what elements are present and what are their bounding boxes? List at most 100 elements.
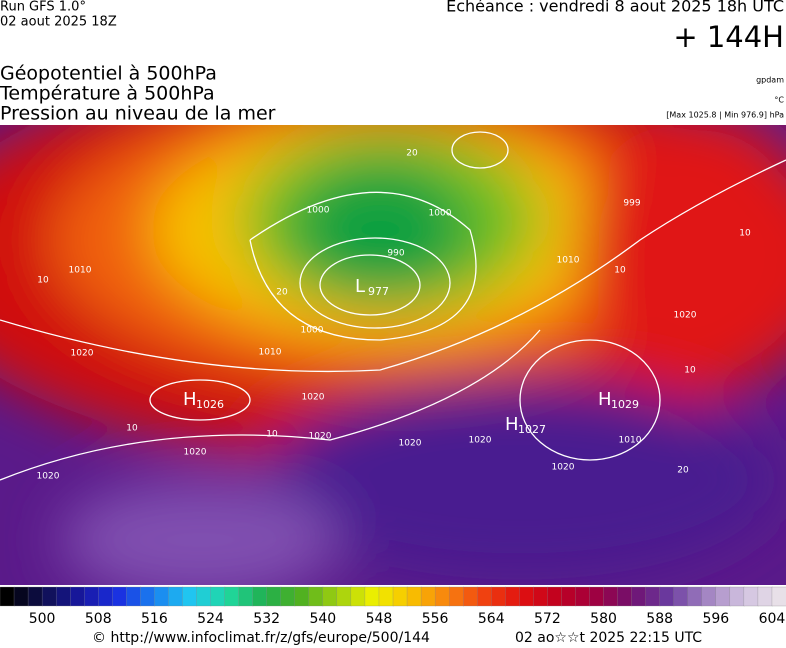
- contour-label: 1010: [557, 256, 580, 266]
- colorbar-cell: [350, 586, 366, 607]
- center-value: 1026: [196, 398, 224, 411]
- colorbar-cell: [294, 586, 310, 607]
- contour-label: 10: [126, 424, 138, 434]
- colorbar-cell: [420, 586, 436, 607]
- colorbar-cell: [84, 586, 99, 607]
- colorbar-label: 588: [646, 611, 673, 627]
- colorbar-cell: [41, 586, 57, 607]
- center-letter: L: [355, 276, 365, 297]
- colorbar-cell: [631, 586, 647, 607]
- colorbar-cell: [13, 586, 29, 607]
- contour-label: 1020: [71, 349, 94, 359]
- colorbar-cell: [406, 586, 422, 607]
- colorbar-cell: [477, 586, 492, 607]
- colorbar-cell: [575, 586, 591, 607]
- contour-label: 1000: [307, 206, 330, 216]
- generated: 02 ao☆☆t 2025 22:15 UTC: [515, 630, 702, 646]
- unit: °C: [774, 96, 784, 105]
- contour-label: 10: [266, 430, 278, 440]
- contour-label: 1010: [619, 436, 642, 446]
- colorbar: 500 508 516 524 532 540 548 556 564 572 580 588 596 6…: [0, 586, 786, 627]
- colorbar-cell: [645, 586, 661, 607]
- colorbar-label: 500: [29, 611, 56, 627]
- colorbar-cell: [603, 586, 619, 607]
- colorbar-cell: [27, 586, 43, 607]
- colorbar-label: 580: [590, 611, 617, 627]
- colorbar-cell: [210, 586, 226, 607]
- colorbar-cell: [589, 586, 605, 607]
- colorbar-cell: [757, 586, 773, 607]
- colorbar-cell: [519, 586, 535, 607]
- colorbar-label: 572: [534, 611, 561, 627]
- contour-label: 1010: [259, 348, 282, 358]
- colorbar-cell: [126, 586, 142, 607]
- colorbar-cell: [252, 586, 268, 607]
- colorbar-cell: [364, 586, 380, 607]
- colorbar-cell: [687, 586, 703, 607]
- colorbar-cell: [505, 586, 520, 607]
- colorbar-label: 524: [197, 611, 224, 627]
- colorbar-cell: [322, 586, 338, 607]
- colorbar-cell: [280, 586, 296, 607]
- colorbar-cell: [673, 586, 689, 607]
- contour-label: 20: [406, 149, 418, 159]
- contour-label: 20: [276, 288, 288, 298]
- colorbar-cell: [561, 586, 577, 607]
- contour-label: 1020: [552, 463, 575, 473]
- unit: [Max 1025.8 | Min 976.9] hPa: [666, 111, 784, 120]
- colorbar-cell: [154, 586, 170, 607]
- colorbar-cell: [463, 586, 478, 607]
- colorbar-cell: [140, 586, 156, 607]
- center-letter: H: [183, 389, 197, 410]
- unit: gpdam: [756, 76, 784, 85]
- colorbar-cell: [743, 586, 759, 607]
- colorbar-label: 516: [141, 611, 168, 627]
- colorbar-cell: [434, 586, 450, 607]
- contour-label: 1020: [674, 311, 697, 321]
- colorbar-cell: [182, 586, 198, 607]
- colorbar-label: 548: [366, 611, 393, 627]
- colorbar-cell: [196, 586, 212, 607]
- center-letter: H: [598, 389, 612, 410]
- colorbar-cell: [238, 586, 254, 607]
- contour-label: 1020: [37, 472, 60, 482]
- colorbar-cell: [448, 586, 464, 607]
- map: [0, 125, 786, 585]
- center-value: 1027: [518, 423, 546, 436]
- colorbar-label: 540: [309, 611, 336, 627]
- center-value: 977: [368, 285, 389, 298]
- run-date: 02 aout 2025 18Z: [0, 15, 117, 30]
- colorbar-cell: [771, 586, 786, 607]
- colorbar-label: 596: [702, 611, 729, 627]
- colorbar-label: 556: [422, 611, 449, 627]
- colorbar-cell: [659, 586, 675, 607]
- colorbar-cell: [701, 586, 717, 607]
- contour-label: 10: [739, 229, 751, 239]
- colorbar-label: 564: [478, 611, 505, 627]
- source: © http://www.infoclimat.fr/z/gfs/europe/…: [92, 630, 430, 646]
- title: Température à 500hPa: [0, 83, 215, 105]
- colorbar-cell: [98, 586, 113, 607]
- lead-time: + 144H: [673, 20, 784, 54]
- colorbar-cell: [547, 586, 563, 607]
- run: Run GFS 1.0°: [0, 0, 86, 15]
- contour-label: 10: [37, 276, 49, 286]
- colorbar-cell: [266, 586, 282, 607]
- colorbar-label: 508: [85, 611, 112, 627]
- contour-label: 1020: [309, 432, 332, 442]
- contour-label: 999: [623, 199, 640, 209]
- colorbar-cell: [70, 586, 85, 607]
- contour-label: 1020: [399, 439, 422, 449]
- colorbar-cell: [533, 586, 549, 607]
- colorbar-label: 604: [759, 611, 786, 627]
- colorbar-cell: [392, 586, 408, 607]
- colorbar-cell: [336, 586, 352, 607]
- title: Pression au niveau de la mer: [0, 103, 276, 125]
- contour-label: 1020: [469, 436, 492, 446]
- colorbar-cell: [224, 586, 240, 607]
- colorbar-cell: [0, 586, 15, 607]
- center-letter: H: [505, 414, 519, 435]
- contour-label: 10: [684, 366, 696, 376]
- center-value: 1029: [611, 398, 639, 411]
